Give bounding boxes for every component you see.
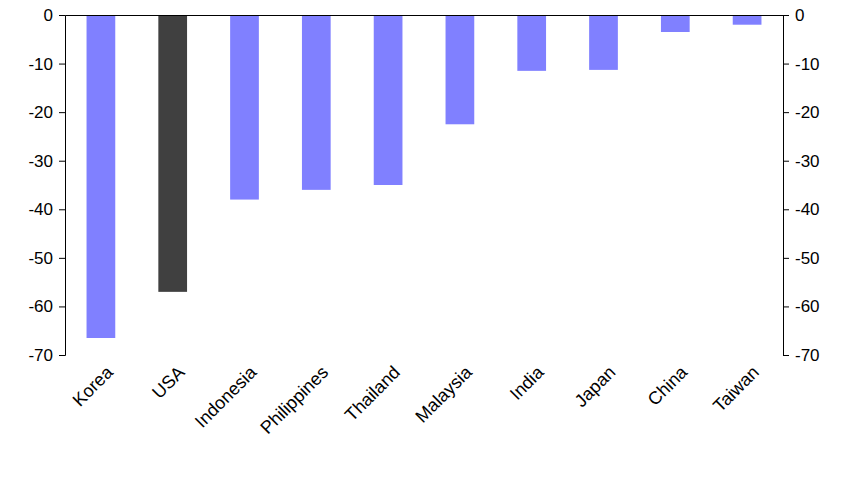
tick: 0 [44, 6, 65, 25]
tick-label: -60 [795, 297, 820, 316]
tick-label: Korea [69, 361, 118, 410]
tick-label: Japan [571, 362, 620, 411]
tick: -50 [28, 249, 65, 268]
y-axis-right: -70 -60 -50 -40 -30 -20 -10 0 [783, 6, 820, 365]
plot: -70 -60 -50 -40 -30 -20 -10 0 -70 -60 -50 -40 -30 -20… [28, 6, 819, 438]
bar [158, 15, 187, 292]
bar [374, 15, 403, 185]
tick-mark [59, 258, 65, 259]
tick: Taiwan [709, 362, 763, 416]
tick-label: -20 [28, 103, 53, 122]
tick-label: -40 [795, 200, 820, 219]
tick-label: China [644, 361, 692, 409]
tick-label: India [506, 361, 548, 403]
bar [589, 15, 618, 70]
tick: -20 [783, 103, 820, 122]
tick-mark [783, 64, 789, 65]
chart: -70 -60 -50 -40 -30 -20 -10 0 -70 -60 -50 -40 -30 -20… [0, 0, 845, 483]
bar [230, 15, 259, 200]
tick: -70 [783, 346, 820, 365]
tick: -10 [28, 55, 65, 74]
tick-label: -10 [28, 55, 53, 74]
tick-mark [59, 209, 65, 210]
tick-mark [59, 306, 65, 307]
tick-mark [783, 112, 789, 113]
tick-mark [59, 15, 65, 16]
bar [517, 15, 546, 71]
tick-label: -60 [28, 297, 53, 316]
tick: -10 [783, 55, 820, 74]
tick-mark [59, 112, 65, 113]
tick-mark [59, 64, 65, 65]
x-axis: Korea USAIndonesiaPhilippinesThailandMala… [66, 16, 784, 438]
tick: China [644, 361, 692, 409]
tick-label: -30 [795, 152, 820, 171]
tick-mark [783, 161, 789, 162]
tick: Korea [69, 361, 118, 410]
tick: Thailand [341, 362, 404, 425]
tick: -40 [28, 200, 65, 219]
tick: Indonesia [191, 361, 261, 431]
tick-label: 0 [795, 6, 804, 25]
axis-line [59, 16, 66, 356]
tick: -30 [28, 152, 65, 171]
tick-mark [783, 209, 789, 210]
tick: USA [148, 362, 188, 402]
tick-mark [59, 355, 65, 356]
tick: -60 [783, 297, 820, 316]
tick-label: Indonesia [191, 361, 261, 431]
tick-label: Taiwan [709, 362, 763, 416]
tick: -20 [28, 103, 65, 122]
tick-label: -40 [28, 200, 53, 219]
tick-mark [783, 258, 789, 259]
bars [87, 15, 762, 338]
tick-mark [783, 306, 789, 307]
tick: India [506, 361, 548, 403]
bar [733, 15, 762, 25]
tick-label: Malaysia [411, 361, 476, 426]
tick: Malaysia [411, 361, 476, 426]
tick-label: -50 [795, 249, 820, 268]
tick: -60 [28, 297, 65, 316]
tick: -40 [783, 200, 820, 219]
axis-line [66, 15, 784, 16]
tick: Philippines [256, 362, 332, 438]
tick-label: 0 [44, 6, 53, 25]
tick-label: -20 [795, 103, 820, 122]
axis-line [784, 16, 790, 356]
tick: -50 [783, 249, 820, 268]
tick: 0 [783, 6, 804, 25]
tick-label: -30 [28, 152, 53, 171]
tick-label: -50 [28, 249, 53, 268]
bar [302, 15, 331, 190]
tick: -70 [28, 346, 65, 365]
tick-label: -70 [28, 346, 53, 365]
bar [87, 15, 116, 338]
y-axis-left: -70 -60 -50 -40 -30 -20 -10 0 [28, 6, 65, 365]
tick-label: Philippines [256, 362, 332, 438]
tick-mark [783, 15, 789, 16]
tick-label: -70 [795, 346, 820, 365]
tick: Japan [571, 362, 620, 411]
tick: -30 [783, 152, 820, 171]
bar [446, 15, 475, 124]
tick-label: USA [148, 362, 188, 402]
tick-mark [783, 355, 789, 356]
tick-label: -10 [795, 55, 820, 74]
bar [661, 15, 690, 32]
tick-label: Thailand [341, 362, 404, 425]
tick-mark [59, 161, 65, 162]
